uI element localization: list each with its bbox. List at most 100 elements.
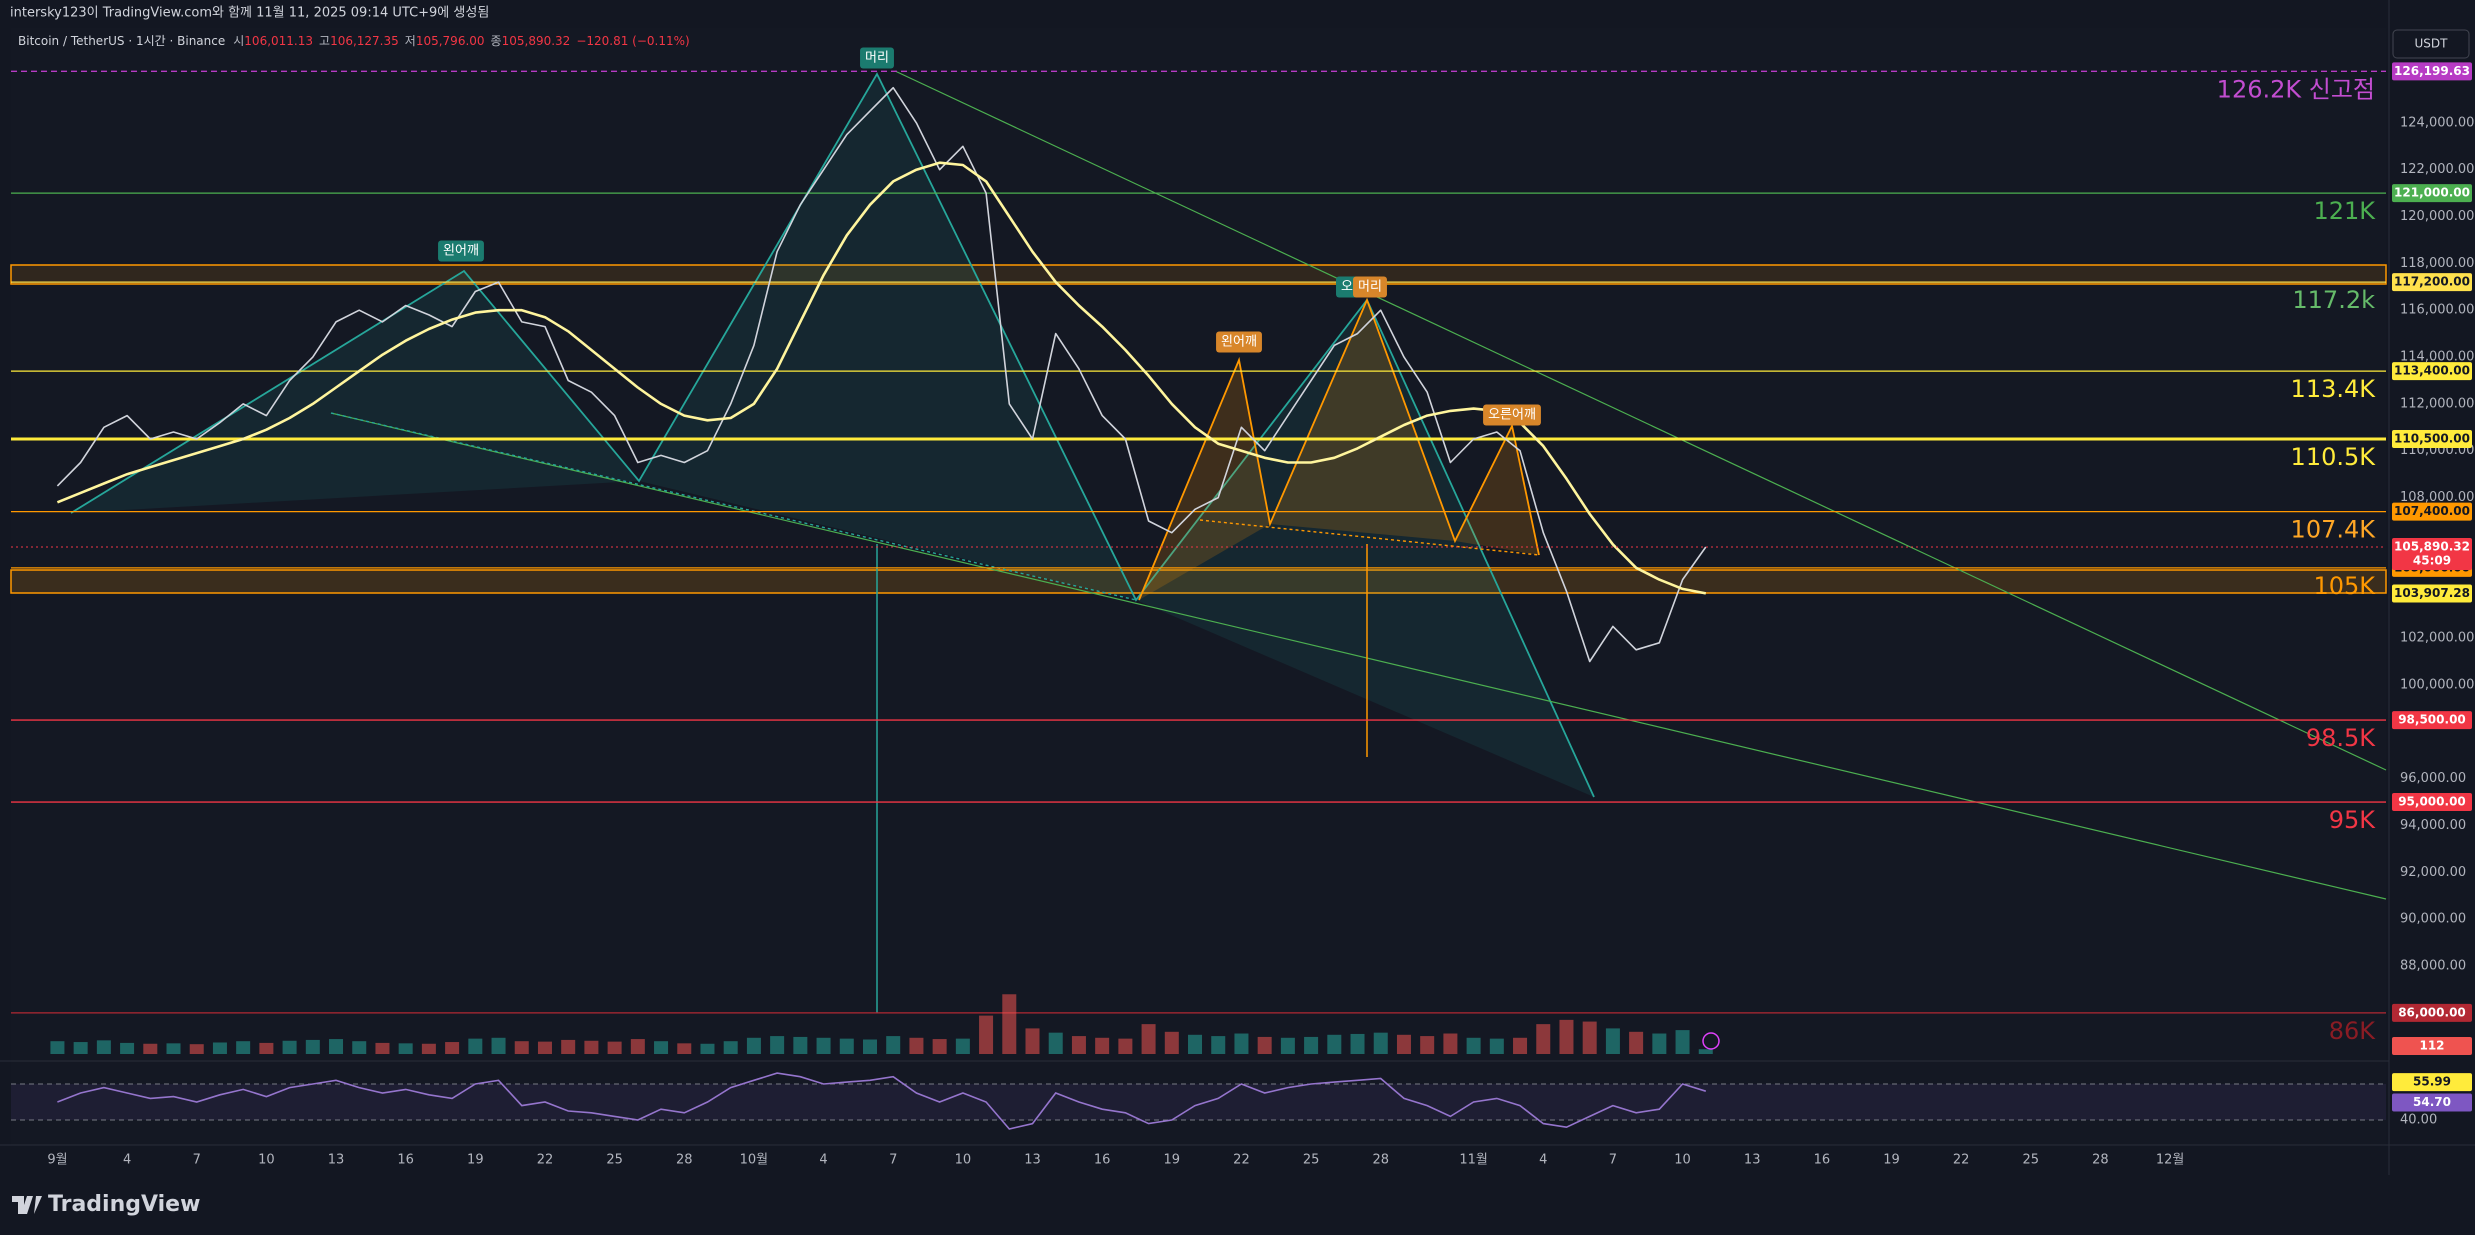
price-tag: 98,500.00 bbox=[2398, 713, 2466, 727]
annotation-box bbox=[438, 240, 484, 262]
alert-icon bbox=[1702, 1032, 1720, 1050]
y-tick-label: 108,000.00 bbox=[2400, 490, 2474, 505]
volume-bar bbox=[189, 1044, 204, 1054]
pattern-drawings bbox=[10, 70, 2387, 1013]
x-tick-label: 22 bbox=[1233, 1153, 1250, 1168]
price-tag-bg bbox=[2392, 711, 2472, 730]
volume-bar bbox=[723, 1041, 738, 1054]
volume-bar bbox=[1048, 1032, 1063, 1054]
level-note: 117.2k bbox=[2292, 286, 2375, 314]
ohlc-value: 105,796.00 bbox=[416, 34, 485, 48]
x-tick-label: 12월 bbox=[2156, 1153, 2185, 1168]
level-note: 121K bbox=[2313, 197, 2376, 225]
annotation-box bbox=[1483, 404, 1541, 426]
volume-bar bbox=[468, 1038, 483, 1054]
volume-bar bbox=[514, 1041, 529, 1054]
x-tick-label: 16 bbox=[1814, 1153, 1831, 1168]
price-tag-bg bbox=[2392, 793, 2472, 812]
volume-bar bbox=[793, 1036, 808, 1054]
logo-mark bbox=[12, 1196, 42, 1214]
volume-bar bbox=[352, 1041, 367, 1054]
annotation-box bbox=[1336, 276, 1359, 298]
volume-bar bbox=[166, 1043, 181, 1054]
y-tick-label: 124,000.00 bbox=[2400, 115, 2474, 130]
currency-button[interactable] bbox=[2392, 29, 2470, 59]
x-tick-label: 13 bbox=[1744, 1153, 1761, 1168]
volume-bar bbox=[1280, 1037, 1295, 1054]
y-tick-label: 96,000.00 bbox=[2400, 771, 2466, 786]
volume-bar bbox=[73, 1042, 88, 1054]
price-tag-bg bbox=[2392, 184, 2472, 203]
x-tick-label: 16 bbox=[1094, 1153, 1111, 1168]
y-tick-label: 112,000.00 bbox=[2400, 396, 2474, 411]
head-shoulders bbox=[1138, 297, 1540, 601]
zone bbox=[10, 264, 2387, 285]
level-note: 113.4K bbox=[2291, 375, 2377, 403]
x-tick-label: 7 bbox=[1609, 1153, 1617, 1168]
creator-line: intersky123이 TradingView.com와 함께 11월 11,… bbox=[10, 6, 489, 21]
price-tag-bg bbox=[2392, 273, 2472, 292]
price-tag: 103,907.28 bbox=[2394, 586, 2470, 600]
volume-bar bbox=[1304, 1036, 1319, 1054]
volume-bar bbox=[1489, 1038, 1504, 1054]
currency[interactable]: USDT bbox=[2415, 37, 2449, 51]
price-tag: 55.99 bbox=[2413, 1075, 2451, 1089]
x-tick-label: 19 bbox=[1164, 1153, 1181, 1168]
volume-bar bbox=[1188, 1034, 1203, 1054]
x-tick-label: 13 bbox=[1024, 1153, 1041, 1168]
y-tick-label: 94,000.00 bbox=[2400, 818, 2466, 833]
y-tick-label: 116,000.00 bbox=[2400, 303, 2474, 318]
level-note: 95K bbox=[2329, 806, 2377, 834]
level-note: 126.2K 신고점 bbox=[2217, 75, 2375, 103]
x-tick-label: 28 bbox=[676, 1153, 693, 1168]
ohlc-value: 106,127.35 bbox=[330, 34, 399, 48]
pattern-fill bbox=[1136, 300, 1594, 797]
price-tag-bg bbox=[2392, 1093, 2472, 1112]
volume-bar bbox=[932, 1039, 947, 1054]
volume-bar bbox=[1025, 1028, 1040, 1054]
volume-bar bbox=[1420, 1036, 1435, 1054]
symbol-line: Bitcoin / TetherUS · 1시간 · Binance 시106,0… bbox=[18, 34, 690, 48]
volume-bar bbox=[561, 1039, 576, 1054]
volume-bar bbox=[50, 1041, 65, 1054]
x-tick-label: 19 bbox=[467, 1153, 484, 1168]
brand: TradingView bbox=[48, 1192, 200, 1217]
volume-bar bbox=[1234, 1033, 1249, 1054]
logo: TradingView bbox=[12, 1192, 200, 1217]
price-tag: 105,890.32 bbox=[2394, 539, 2470, 553]
price-tag-bg bbox=[2392, 1073, 2472, 1092]
x-tick-label: 11월 bbox=[1459, 1153, 1488, 1168]
volume-bar bbox=[236, 1041, 251, 1054]
volume-bar bbox=[1373, 1032, 1388, 1054]
annotation-box bbox=[860, 47, 894, 69]
price-tag: 113,400.00 bbox=[2394, 364, 2470, 378]
price-tag-bg bbox=[2392, 1003, 2472, 1022]
volume-bar bbox=[607, 1041, 622, 1054]
price-tag: 110,500.00 bbox=[2394, 432, 2470, 446]
level-note: 110.5K bbox=[2291, 443, 2377, 471]
volume-bar bbox=[143, 1043, 158, 1054]
volume-bar bbox=[839, 1038, 854, 1054]
annotations: 머리 왼어깨 오 머리 왼어깨 오른어깨 bbox=[438, 47, 1541, 426]
x-tick-label: 7 bbox=[193, 1153, 201, 1168]
price-tag: 95,000.00 bbox=[2398, 795, 2466, 809]
x-tick-label: 25 bbox=[1303, 1153, 1320, 1168]
volume-bar bbox=[1559, 1019, 1574, 1054]
x-tick-label: 4 bbox=[1539, 1153, 1547, 1168]
volume-bar bbox=[1257, 1036, 1272, 1054]
y-tick-label: 118,000.00 bbox=[2400, 256, 2474, 271]
volume-bar bbox=[96, 1040, 111, 1054]
volume-bar bbox=[862, 1039, 877, 1054]
zone bbox=[10, 569, 2387, 594]
x-tick-label: 9월 bbox=[47, 1153, 67, 1168]
price-tag-bg bbox=[2392, 430, 2472, 449]
volume-bar bbox=[1211, 1036, 1226, 1054]
volume-bar bbox=[398, 1043, 413, 1054]
annotation: 오른어깨 bbox=[1488, 408, 1536, 423]
volume-bar bbox=[1396, 1034, 1411, 1054]
volume-bar bbox=[1513, 1037, 1528, 1054]
price-tag-bg bbox=[2392, 502, 2472, 521]
price-tag: 107,400.00 bbox=[2394, 504, 2470, 518]
y-tick-label: 100,000.00 bbox=[2400, 677, 2474, 692]
volume-bar bbox=[909, 1037, 924, 1054]
